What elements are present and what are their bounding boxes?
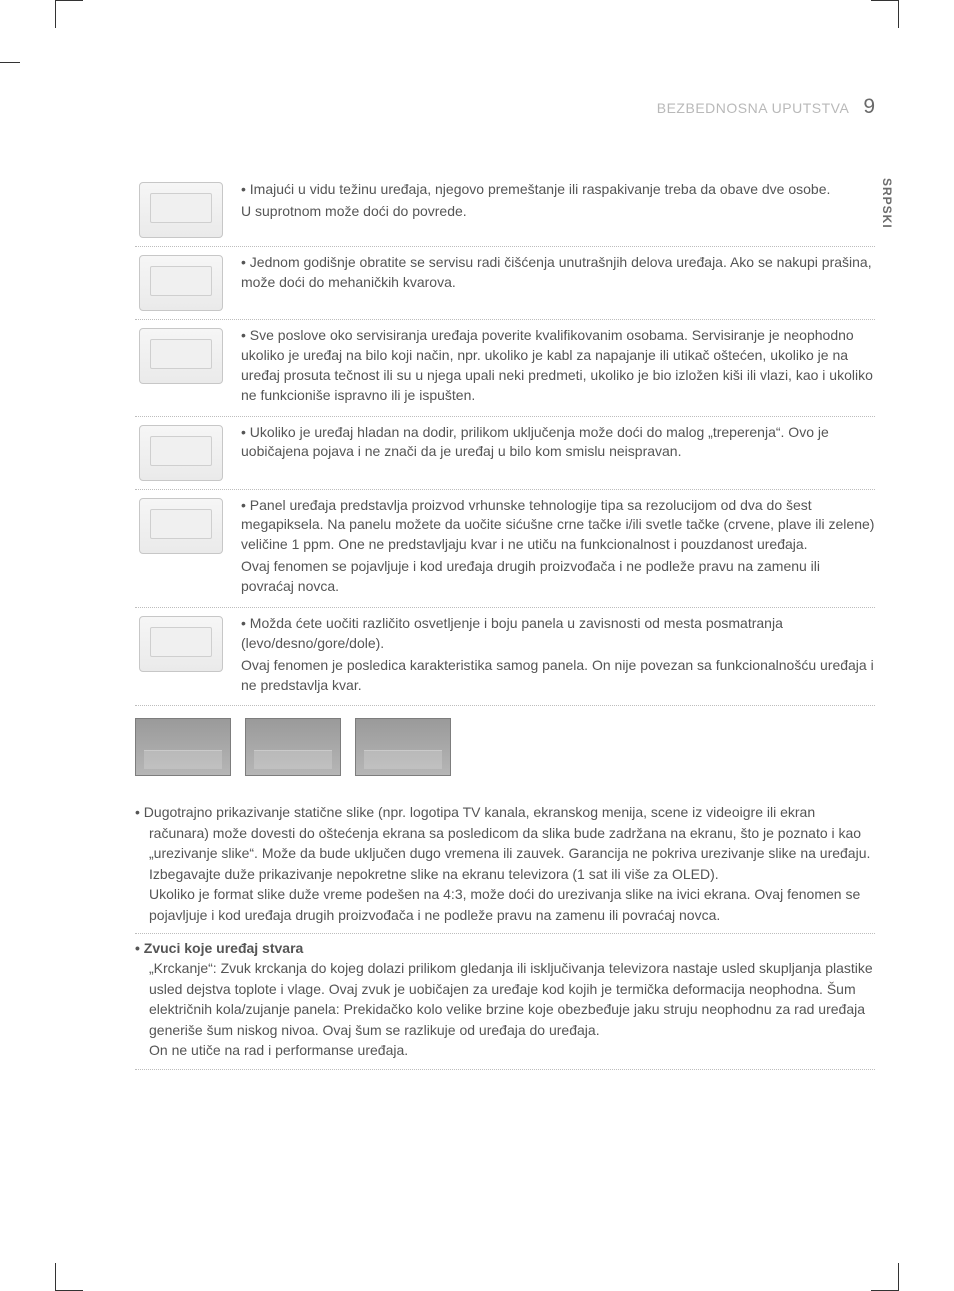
- instruction-text: Možda ćete uočiti različito osvetljenje …: [241, 614, 875, 698]
- ghost-image-2: [245, 718, 341, 776]
- instruction-line: Možda ćete uočiti različito osvetljenje …: [241, 614, 875, 654]
- instruction-row: Panel uređaja predstavlja proizvod vrhun…: [135, 490, 875, 608]
- instruction-line: U suprotnom može doći do povrede.: [241, 202, 875, 222]
- crop-mark: [0, 62, 20, 63]
- instruction-line: Ukoliko je uređaj hladan na dodir, prili…: [241, 423, 875, 463]
- pixel-dots-panel-icon: [139, 498, 223, 554]
- crop-mark: [871, 0, 899, 28]
- notes-list: • Dugotrajno prikazivanje statične slike…: [135, 798, 875, 1069]
- two-people-carry-tv-icon: [135, 180, 227, 238]
- ghost-image-strip: [135, 706, 875, 798]
- ghost-image-1: [135, 718, 231, 776]
- instruction-text: Panel uređaja predstavlja proizvod vrhun…: [241, 496, 875, 599]
- service-technician-icon: [139, 328, 223, 384]
- instruction-line: Jednom godišnje obratite se servisu radi…: [241, 253, 875, 293]
- cleaning-tv-icon: [135, 253, 227, 311]
- ghost-image-3: [355, 718, 451, 776]
- instruction-text: Jednom godišnje obratite se servisu radi…: [241, 253, 875, 295]
- page-header: BEZBEDNOSNA UPUTSTVA 9: [135, 95, 875, 119]
- note-lead: Zvuci koje uređaj stvara: [135, 938, 875, 958]
- instruction-line: Imajući u vidu težinu uređaja, njegovo p…: [241, 180, 875, 200]
- note-body: „Krckanje“: Zvuk krckanja do kojeg dolaz…: [135, 958, 875, 1060]
- note-item: • Dugotrajno prikazivanje statične slike…: [135, 798, 875, 934]
- instruction-line: Panel uređaja predstavlja proizvod vrhun…: [241, 496, 875, 556]
- instruction-row: Sve poslove oko servisiranja uređaja pov…: [135, 320, 875, 417]
- note-item: Zvuci koje uređaj stvara„Krckanje“: Zvuk…: [135, 934, 875, 1070]
- viewing-angle-icon: [135, 614, 227, 672]
- viewing-angle-icon: [139, 616, 223, 672]
- crop-mark: [55, 0, 83, 28]
- page-number: 9: [863, 95, 875, 119]
- instruction-row: Jednom godišnje obratite se servisu radi…: [135, 247, 875, 320]
- instruction-text: Ukoliko je uređaj hladan na dodir, prili…: [241, 423, 875, 465]
- pixel-dots-panel-icon: [135, 496, 227, 554]
- cold-tv-flicker-icon: [135, 423, 227, 481]
- instruction-text: Imajući u vidu težinu uređaja, njegovo p…: [241, 180, 875, 224]
- section-title: BEZBEDNOSNA UPUTSTVA: [657, 100, 850, 116]
- instruction-text: Sve poslove oko servisiranja uređaja pov…: [241, 326, 875, 408]
- instruction-row: Možda ćete uočiti različito osvetljenje …: [135, 608, 875, 707]
- note-body: • Dugotrajno prikazivanje statične slike…: [135, 802, 875, 925]
- instruction-line: Ovaj fenomen se pojavljuje i kod uređaja…: [241, 557, 875, 597]
- instruction-line: Ovaj fenomen je posledica karakteristika…: [241, 656, 875, 696]
- cleaning-tv-icon: [139, 255, 223, 311]
- cold-tv-flicker-icon: [139, 425, 223, 481]
- crop-mark: [55, 1263, 83, 1291]
- page-content: BEZBEDNOSNA UPUTSTVA 9 Imajući u vidu te…: [135, 95, 875, 1070]
- two-people-carry-tv-icon: [139, 182, 223, 238]
- service-technician-icon: [135, 326, 227, 384]
- instruction-row: Imajući u vidu težinu uređaja, njegovo p…: [135, 174, 875, 247]
- instruction-row: Ukoliko je uređaj hladan na dodir, prili…: [135, 417, 875, 490]
- crop-mark: [871, 1263, 899, 1291]
- instruction-line: Sve poslove oko servisiranja uređaja pov…: [241, 326, 875, 406]
- language-tab: SRPSKI: [880, 178, 894, 229]
